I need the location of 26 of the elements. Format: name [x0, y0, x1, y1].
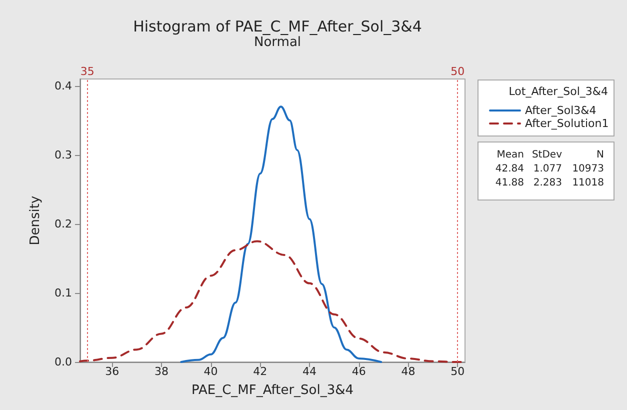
legend-label: After_Sol3&4: [525, 104, 596, 117]
x-tick-label: 50: [450, 365, 465, 378]
x-tick-label: 42: [253, 365, 268, 378]
x-tick-label: 40: [204, 365, 218, 378]
legend-title: Lot_After_Sol_3&4: [508, 85, 608, 98]
ref-line-label: 50: [450, 65, 465, 78]
y-tick-label: 0.2: [54, 217, 72, 230]
chart-subtitle: Normal: [254, 35, 302, 50]
x-axis-title: PAE_C_MF_After_Sol_3&4: [191, 383, 354, 398]
chart-title: Histogram of PAE_C_MF_After_Sol_3&4: [133, 18, 422, 36]
text: 41.88 2.283 11018: [495, 178, 604, 188]
x-tick-label: 48: [401, 365, 416, 378]
text: 42.84 1.077 10973: [495, 164, 604, 174]
line-series: [180, 106, 382, 363]
x-tick-label: 36: [105, 365, 120, 378]
x-tick-label: 44: [302, 365, 317, 378]
text: Mean StDev N: [496, 150, 604, 160]
y-tick-label: 0.3: [54, 148, 72, 162]
y-axis-title: Density: [28, 195, 43, 246]
x-tick-label: 38: [154, 365, 168, 378]
y-tick-label: 0.4: [54, 79, 72, 92]
legend-label: After_Solution1: [525, 117, 609, 130]
x-tick-label: 46: [352, 365, 366, 378]
y-tick-label: 0.0: [54, 356, 72, 368]
y-tick-label: 0.1: [54, 286, 72, 300]
ref-line-label: 35: [80, 65, 94, 78]
